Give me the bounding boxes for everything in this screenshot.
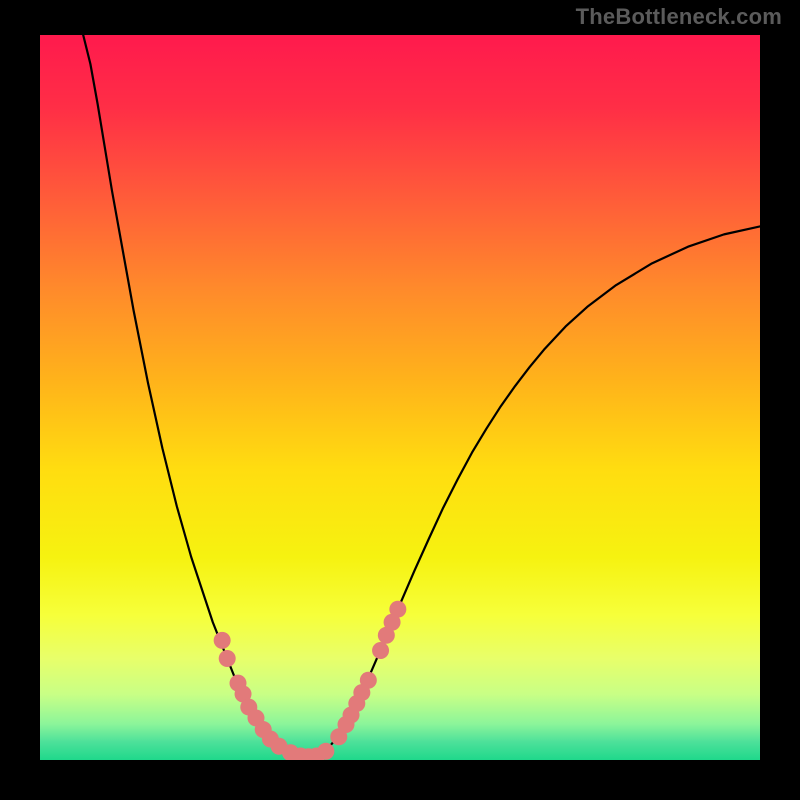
- data-marker: [214, 632, 231, 649]
- data-marker: [389, 601, 406, 618]
- data-marker: [372, 642, 389, 659]
- bottleneck-chart: [0, 0, 800, 800]
- chart-frame: TheBottleneck.com: [0, 0, 800, 800]
- data-marker: [360, 672, 377, 689]
- data-marker: [219, 650, 236, 667]
- data-marker: [317, 743, 334, 760]
- plot-background: [40, 35, 760, 760]
